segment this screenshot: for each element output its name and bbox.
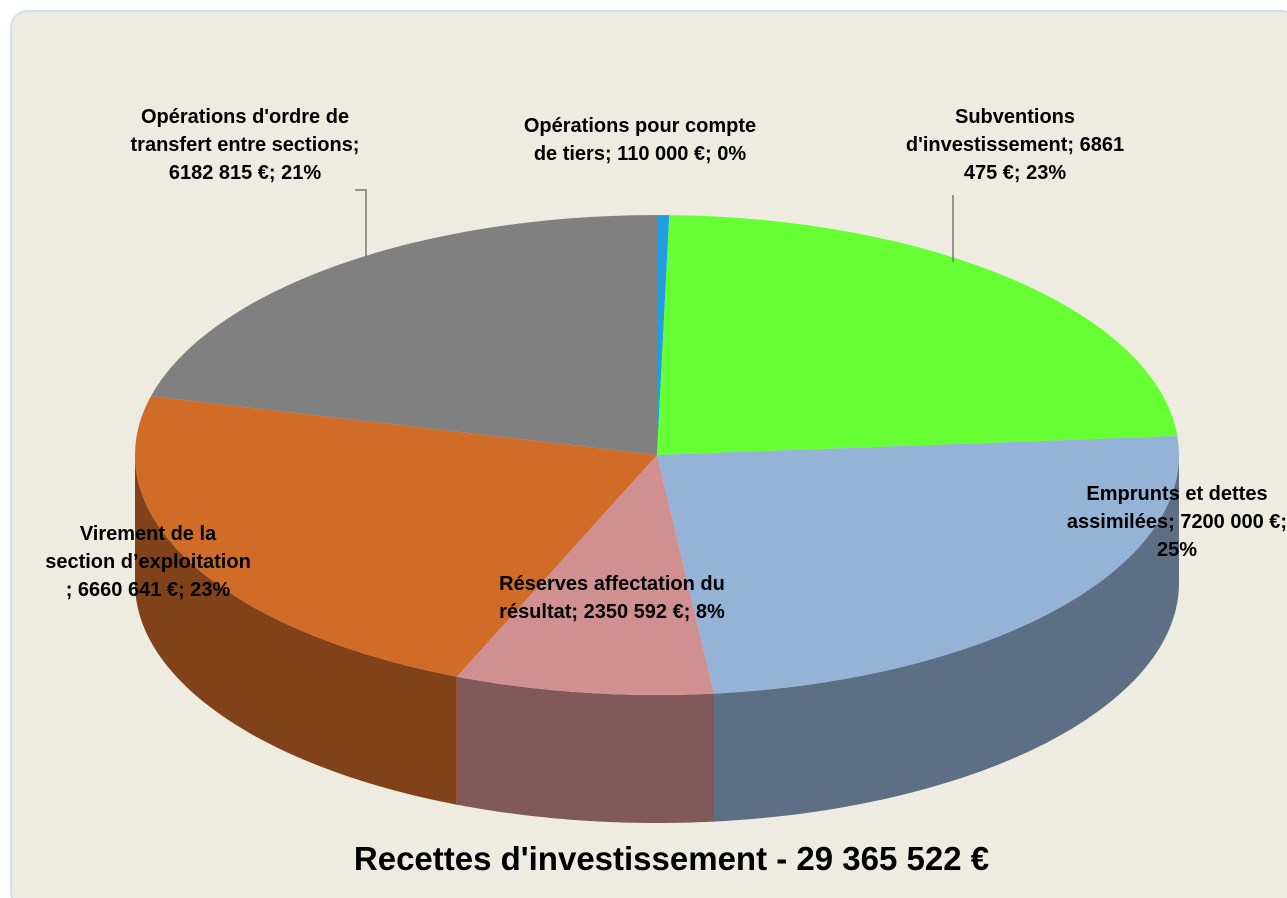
pie-slice bbox=[150, 215, 658, 455]
pie-slice bbox=[134, 396, 657, 677]
leader-line bbox=[355, 189, 367, 258]
data-label: Emprunts et dettes assimilées; 7200 000 … bbox=[1066, 483, 1287, 561]
chart-title: Recettes d'investissement - 29 365 522 € bbox=[353, 840, 990, 877]
data-label: Virement de la section d’exploitation ; … bbox=[45, 523, 251, 601]
data-label: Réserves affectation du résultat; 2350 5… bbox=[499, 573, 725, 623]
data-label: Subventions d'investissement; 6861 475 €… bbox=[905, 106, 1125, 184]
data-label: Opérations pour compte de tiers; 110 000… bbox=[523, 115, 757, 165]
pie-slice bbox=[657, 436, 1179, 694]
pie-slice bbox=[657, 215, 1178, 455]
data-label: Opérations d'ordre de transfert entre se… bbox=[130, 106, 360, 184]
pie-slice bbox=[657, 215, 670, 455]
pie-slice-side bbox=[714, 455, 1179, 822]
pie-slice-side bbox=[135, 455, 457, 805]
pie-slice bbox=[456, 455, 714, 695]
pie-slice-side bbox=[456, 676, 714, 823]
